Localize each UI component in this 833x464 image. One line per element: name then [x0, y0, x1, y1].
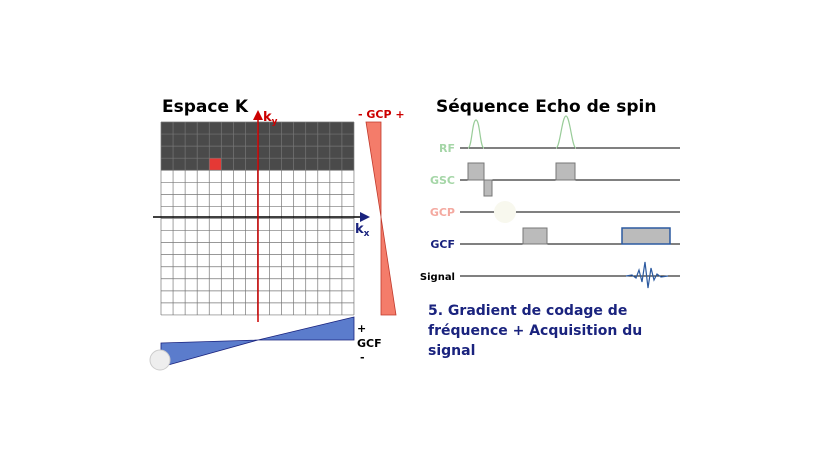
kx-label: kx — [355, 222, 370, 239]
gcp-label: - GCP + — [358, 108, 405, 121]
ky-label: ky — [263, 110, 278, 127]
ky-arrow — [253, 110, 263, 120]
gsc-pulse-2 — [555, 162, 576, 181]
ky-k: k — [263, 110, 272, 125]
row-label: GCP — [430, 206, 455, 219]
gcf-dephase — [522, 227, 548, 245]
caption-line: signal — [428, 343, 475, 359]
gcp-gradient-top — [365, 121, 382, 218]
gcf-plus: + — [357, 322, 366, 335]
gcp-gradient-bottom — [380, 216, 397, 316]
current-line — [209, 158, 222, 171]
left-title: Espace K — [162, 97, 249, 117]
gcf-minus: - — [360, 351, 365, 364]
gcf-readout — [621, 227, 671, 245]
kx-sub: x — [364, 229, 370, 239]
logo — [149, 349, 171, 371]
right-title: Séquence Echo de spin — [436, 97, 656, 117]
ky-sub: y — [272, 117, 278, 127]
rf-pulse-90 — [467, 119, 485, 149]
gsc-refocus — [483, 179, 493, 197]
row-label: GSC — [430, 174, 455, 187]
rf-pulse-180 — [555, 115, 577, 149]
row-label: Signal — [420, 272, 455, 283]
caption-line: fréquence + Acquisition du — [428, 323, 642, 339]
caption-line: 5. Gradient de codage de — [428, 303, 627, 319]
row-label: RF — [439, 142, 455, 155]
caption: 5. Gradient de codage de fréquence + Acqu… — [428, 303, 642, 359]
kx-k: k — [355, 222, 364, 237]
gcf-label: GCF — [357, 337, 382, 350]
kx-arrow — [360, 212, 370, 222]
gcp-faded — [494, 201, 516, 223]
row-label: GCF — [430, 238, 455, 251]
signal-echo — [625, 261, 669, 289]
gcf-gradient-right — [257, 316, 355, 341]
gsc-pulse-1 — [467, 162, 485, 181]
